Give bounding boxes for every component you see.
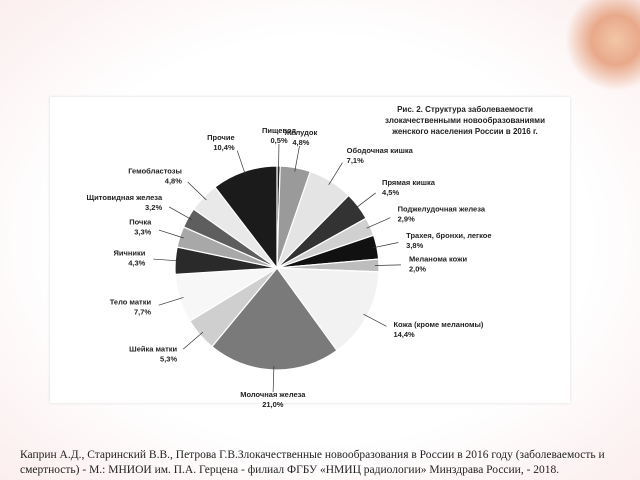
value-label: 14,4%: [393, 330, 415, 339]
value-label: 3,2%: [145, 203, 162, 212]
value-label: 4,8%: [292, 138, 309, 147]
leader-line: [158, 297, 184, 306]
value-label: 4,5%: [382, 188, 399, 197]
leader-line: [363, 313, 387, 327]
decoration: [560, 0, 640, 100]
slice-label: Трахея, бронхи, легкое: [406, 231, 491, 240]
value-label: 3,3%: [134, 228, 151, 237]
value-label: 2,0%: [409, 265, 426, 274]
leader-line: [236, 150, 246, 176]
leader-line: [328, 162, 343, 185]
slice-label: Желудок: [284, 128, 318, 137]
value-label: 4,8%: [165, 176, 182, 185]
value-label: 0,5%: [271, 136, 288, 145]
slice-label: Меланома кожи: [409, 255, 468, 264]
leader-line: [153, 258, 180, 262]
chart-title: Рис. 2. Структура заболеваемости злокаче…: [384, 105, 546, 136]
slice-label: Молочная железа: [240, 390, 306, 399]
value-label: 5,3%: [160, 354, 177, 363]
slice-label: Гемобластозы: [128, 166, 182, 175]
leader-line: [272, 365, 275, 392]
value-label: 21,0%: [262, 400, 284, 409]
value-label: 2,9%: [398, 214, 415, 223]
slice-label: Тело матки: [110, 298, 152, 307]
value-label: 7,1%: [347, 156, 364, 165]
value-label: 10,4%: [213, 143, 235, 152]
slice-label: Яичники: [113, 248, 145, 257]
slice-label: Почка: [129, 218, 152, 227]
leader-line: [158, 229, 184, 239]
caption: Каприн А.Д., Старинский В.В., Петрова Г.…: [20, 449, 605, 476]
slice-label: Прочие: [207, 133, 235, 142]
leader-line: [354, 192, 376, 209]
leader-line: [168, 206, 192, 221]
value-label: 4,3%: [128, 258, 145, 267]
value-label: 7,7%: [134, 308, 151, 317]
leader-line: [182, 331, 204, 350]
slice-label: Прямая кишка: [382, 178, 436, 187]
slice-label: Кожа (кроме меланомы): [393, 320, 483, 329]
leader-line: [372, 242, 399, 249]
slice-label: Пищевод: [262, 126, 296, 135]
leader-line: [187, 181, 207, 201]
leader-line: [374, 264, 401, 266]
slice-label: Шейка матки: [129, 344, 177, 353]
leader-line: [366, 217, 391, 229]
value-label: 3,8%: [406, 241, 423, 250]
leader-line: [294, 145, 300, 172]
slice-label: Щитовидная железа: [87, 193, 163, 202]
slice-label: Ободочная кишка: [347, 146, 414, 155]
slice-label: Поджелудочная железа: [398, 204, 486, 213]
